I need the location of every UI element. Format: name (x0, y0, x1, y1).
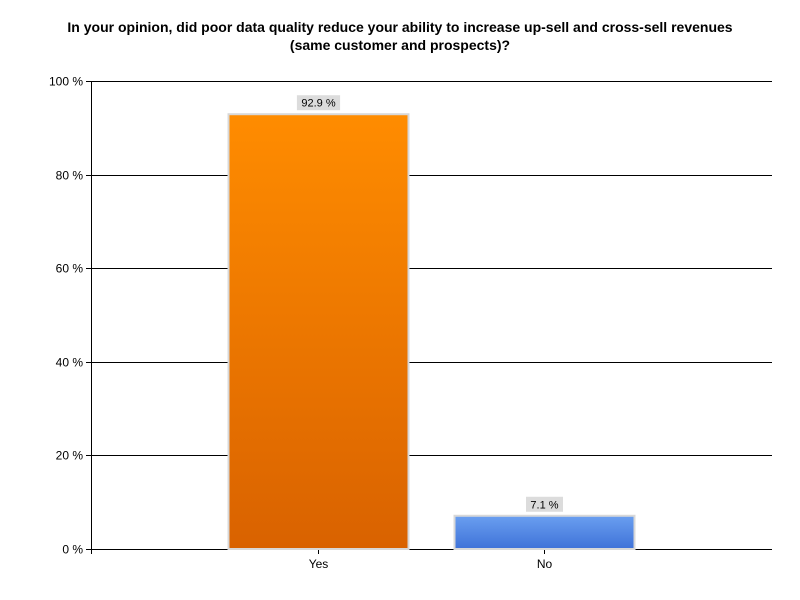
axes (86, 81, 772, 554)
y-tick-label: 40 % (56, 356, 84, 370)
data-label-bg (526, 496, 563, 512)
gridlines (91, 81, 772, 456)
bar-no (453, 514, 636, 550)
x-tick-label-no: No (537, 557, 553, 571)
y-tick-label: 0 % (62, 543, 83, 557)
bar-yes (227, 113, 410, 550)
bars (227, 113, 636, 550)
y-tick-label: 100 % (49, 75, 83, 89)
labels: 0 % 20 % 40 % 60 % 80 % 100 % Yes 92.9 % No 7.1 % (49, 75, 563, 571)
data-label-no: 7.1 % (530, 499, 558, 511)
y-tick-label: 60 % (56, 262, 84, 276)
chart-title: In your opinion, did poor data quality r… (67, 19, 733, 53)
data-label-yes: 92.9 % (301, 98, 335, 110)
x-tick-label-yes: Yes (309, 557, 329, 571)
data-label-bg (296, 95, 341, 111)
y-tick-label: 80 % (56, 169, 84, 183)
y-tick-label: 20 % (56, 449, 84, 463)
